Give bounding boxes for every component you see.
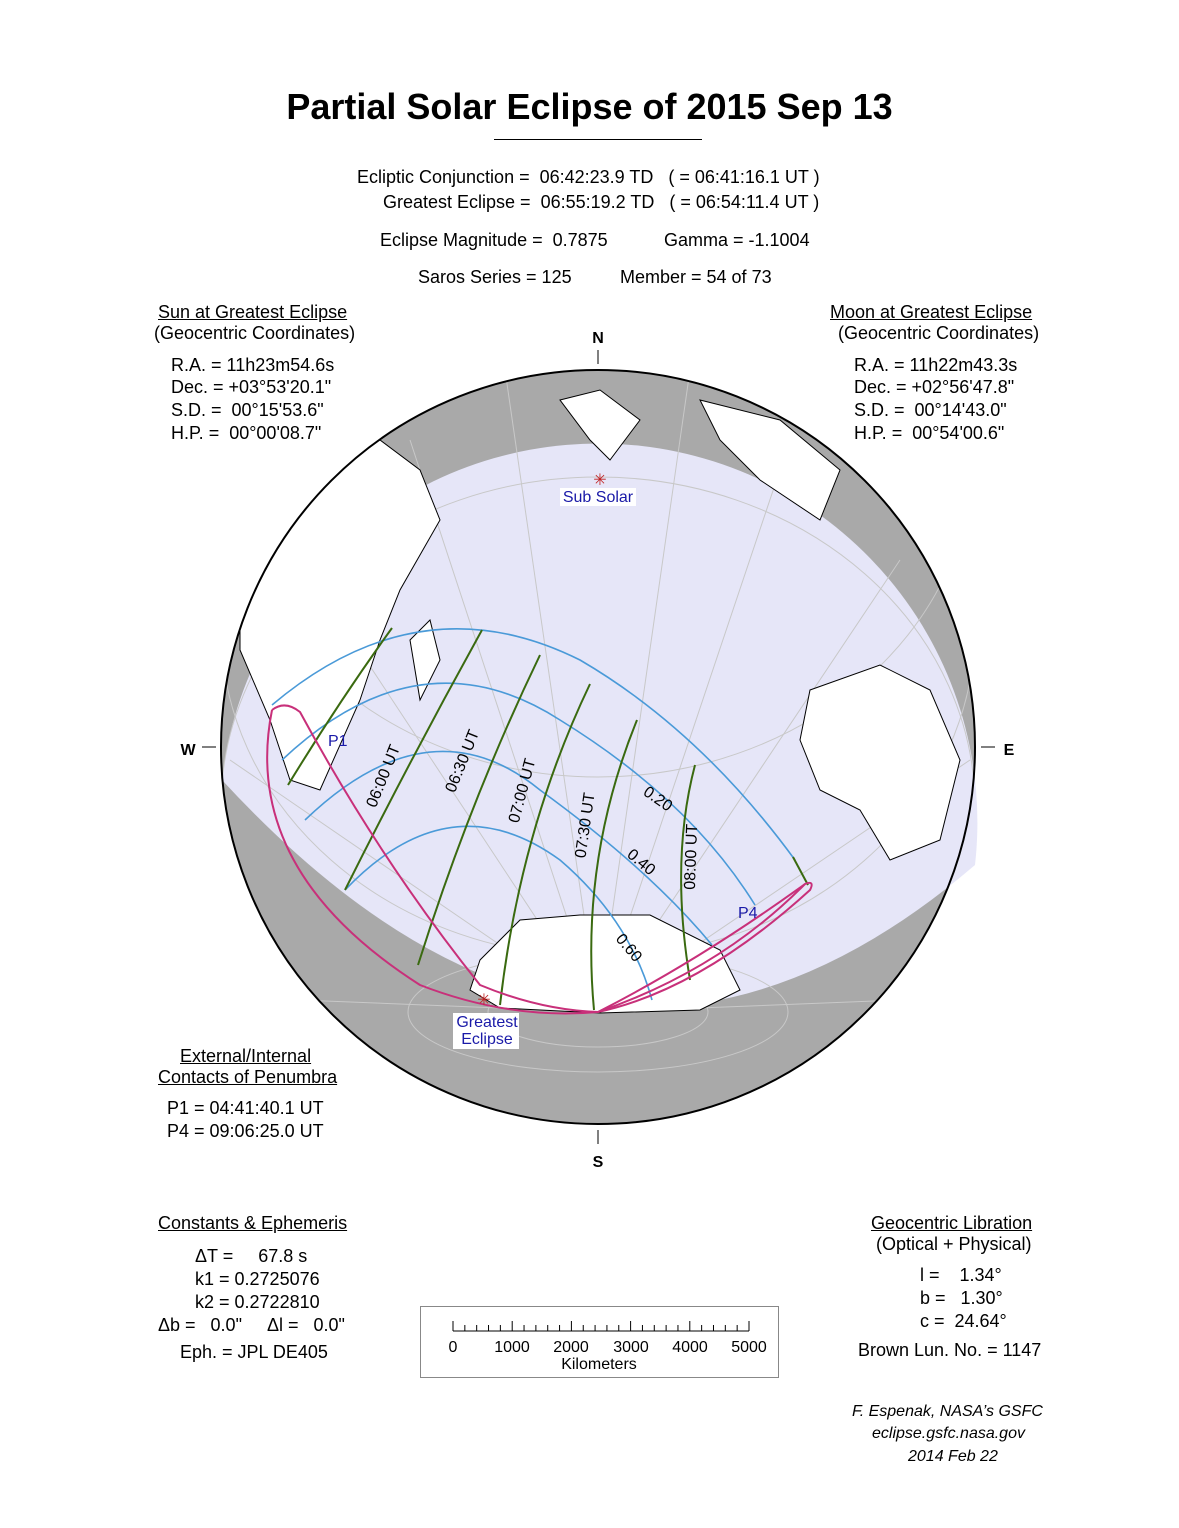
- moon-ra: R.A. = 11h22m43.3s: [854, 355, 1018, 375]
- brown-lunation: Brown Lun. No. = 1147: [858, 1340, 1042, 1360]
- sub-solar-label: Sub Solar: [563, 489, 634, 506]
- libration-c: c = 24.64°: [920, 1311, 1007, 1331]
- southeast-asia: [699, 399, 841, 521]
- greatest-eclipse-label-2: Eclipse: [461, 1031, 513, 1048]
- globe-limb: [220, 369, 976, 1125]
- compass-south: S: [593, 1154, 604, 1171]
- india: [559, 389, 641, 461]
- sun-dec: Dec. = +03°53'20.1": [171, 377, 332, 397]
- greatest-eclipse-time: Greatest Eclipse = 06:55:19.2 TD ( = 06:…: [383, 192, 820, 212]
- magnitude-line-0.20: [281, 682, 756, 906]
- ecliptic-conjunction: Ecliptic Conjunction = 06:42:23.9 TD ( =…: [357, 167, 820, 187]
- moon-subheading: (Geocentric Coordinates): [838, 323, 1040, 343]
- sun-hp: H.P. = 00°00'08.7": [171, 423, 322, 443]
- k1: k1 = 0.2725076: [195, 1269, 320, 1289]
- sun-sd: S.D. = 00°15'53.6": [171, 400, 324, 420]
- compass-west: W: [180, 742, 196, 759]
- scale-unit: Kilometers: [561, 1356, 637, 1373]
- eclipse-magnitude: Eclipse Magnitude = 0.7875: [380, 230, 608, 250]
- contacts-heading-2: Contacts of Penumbra: [158, 1067, 338, 1087]
- scale-tick-5000: 5000: [731, 1339, 767, 1356]
- libration-b: b = 1.30°: [920, 1288, 1003, 1308]
- delta-t: ΔT = 67.8 s: [195, 1246, 308, 1266]
- greatest-eclipse-marker: ✳: [477, 992, 490, 1009]
- time-line-0700: [499, 683, 591, 1006]
- distance-scale: 0 1000 2000 3000 4000 5000 Kilometers: [420, 1306, 779, 1378]
- sun-subheading: (Geocentric Coordinates): [154, 323, 356, 343]
- magnitude-line-0.40: [304, 750, 713, 946]
- page-title: Partial Solar Eclipse of 2015 Sep 13: [286, 86, 893, 127]
- libration-subheading: (Optical + Physical): [876, 1234, 1032, 1254]
- scale-tick-0: 0: [449, 1339, 458, 1356]
- time-line-0530: [287, 627, 393, 786]
- contacts-heading-1: External/Internal: [180, 1046, 312, 1066]
- saros-member: Member = 54 of 73: [620, 267, 772, 287]
- constants-heading: Constants & Ephemeris: [158, 1213, 348, 1233]
- title-underline: [494, 139, 702, 140]
- credit-author: F. Espenak, NASA’s GSFC: [852, 1403, 1043, 1420]
- day-side: [222, 443, 978, 1008]
- gamma: Gamma = -1.1004: [664, 230, 810, 250]
- p4-label: P4: [738, 905, 758, 922]
- penumbra-contact-curves: [266, 704, 813, 1015]
- p1-p4-curve-inner: [266, 709, 806, 1015]
- k2: k2 = 0.2722810: [195, 1292, 320, 1312]
- libration-heading: Geocentric Libration: [871, 1213, 1033, 1233]
- ephemeris: Eph. = JPL DE405: [180, 1342, 328, 1362]
- compass-east: E: [1004, 742, 1015, 759]
- sun-ra: R.A. = 11h23m54.6s: [171, 355, 335, 375]
- moon-heading: Moon at Greatest Eclipse: [830, 302, 1033, 322]
- sun-heading: Sun at Greatest Eclipse: [158, 302, 348, 322]
- time-line-0800: [680, 764, 696, 981]
- time-line-0600: [344, 629, 483, 891]
- contact-p1: P1 = 04:41:40.1 UT: [167, 1098, 324, 1118]
- credit-website: eclipse.gsfc.nasa.gov: [872, 1425, 1025, 1442]
- moon-dec: Dec. = +02°56'47.8": [854, 377, 1015, 397]
- saros-series: Saros Series = 125: [418, 267, 572, 287]
- credit-date: 2014 Feb 22: [908, 1448, 998, 1465]
- scale-tick-3000: 3000: [613, 1339, 649, 1356]
- contact-p4: P4 = 09:06:25.0 UT: [167, 1121, 324, 1141]
- moon-hp: H.P. = 00°54'00.6": [854, 423, 1005, 443]
- time-line-0730: [590, 719, 638, 1011]
- compass: N S W E: [180, 330, 1014, 1171]
- antarctica: [469, 914, 741, 1014]
- magnitude-curves: [271, 628, 796, 1001]
- australia: [799, 664, 961, 861]
- sub-solar-marker: ✳: [593, 472, 606, 489]
- moon-sd: S.D. = 00°14'43.0": [854, 400, 1007, 420]
- p1-label: P1: [328, 733, 348, 750]
- magnitude-line-0.00: [271, 628, 796, 861]
- libration-l: l = 1.34°: [920, 1265, 1002, 1285]
- scale-tick-4000: 4000: [672, 1339, 708, 1356]
- scale-tick-2000: 2000: [553, 1339, 589, 1356]
- greatest-eclipse-label-1: Greatest: [456, 1014, 518, 1031]
- madagascar: [409, 619, 441, 702]
- delta-b-l: Δb = 0.0" Δl = 0.0": [158, 1315, 345, 1335]
- compass-north: N: [592, 330, 604, 347]
- magnitude-line-0.60: [344, 825, 653, 1001]
- scale-tick-1000: 1000: [494, 1339, 530, 1356]
- time-label-0800: 08:00 UT: [682, 823, 701, 890]
